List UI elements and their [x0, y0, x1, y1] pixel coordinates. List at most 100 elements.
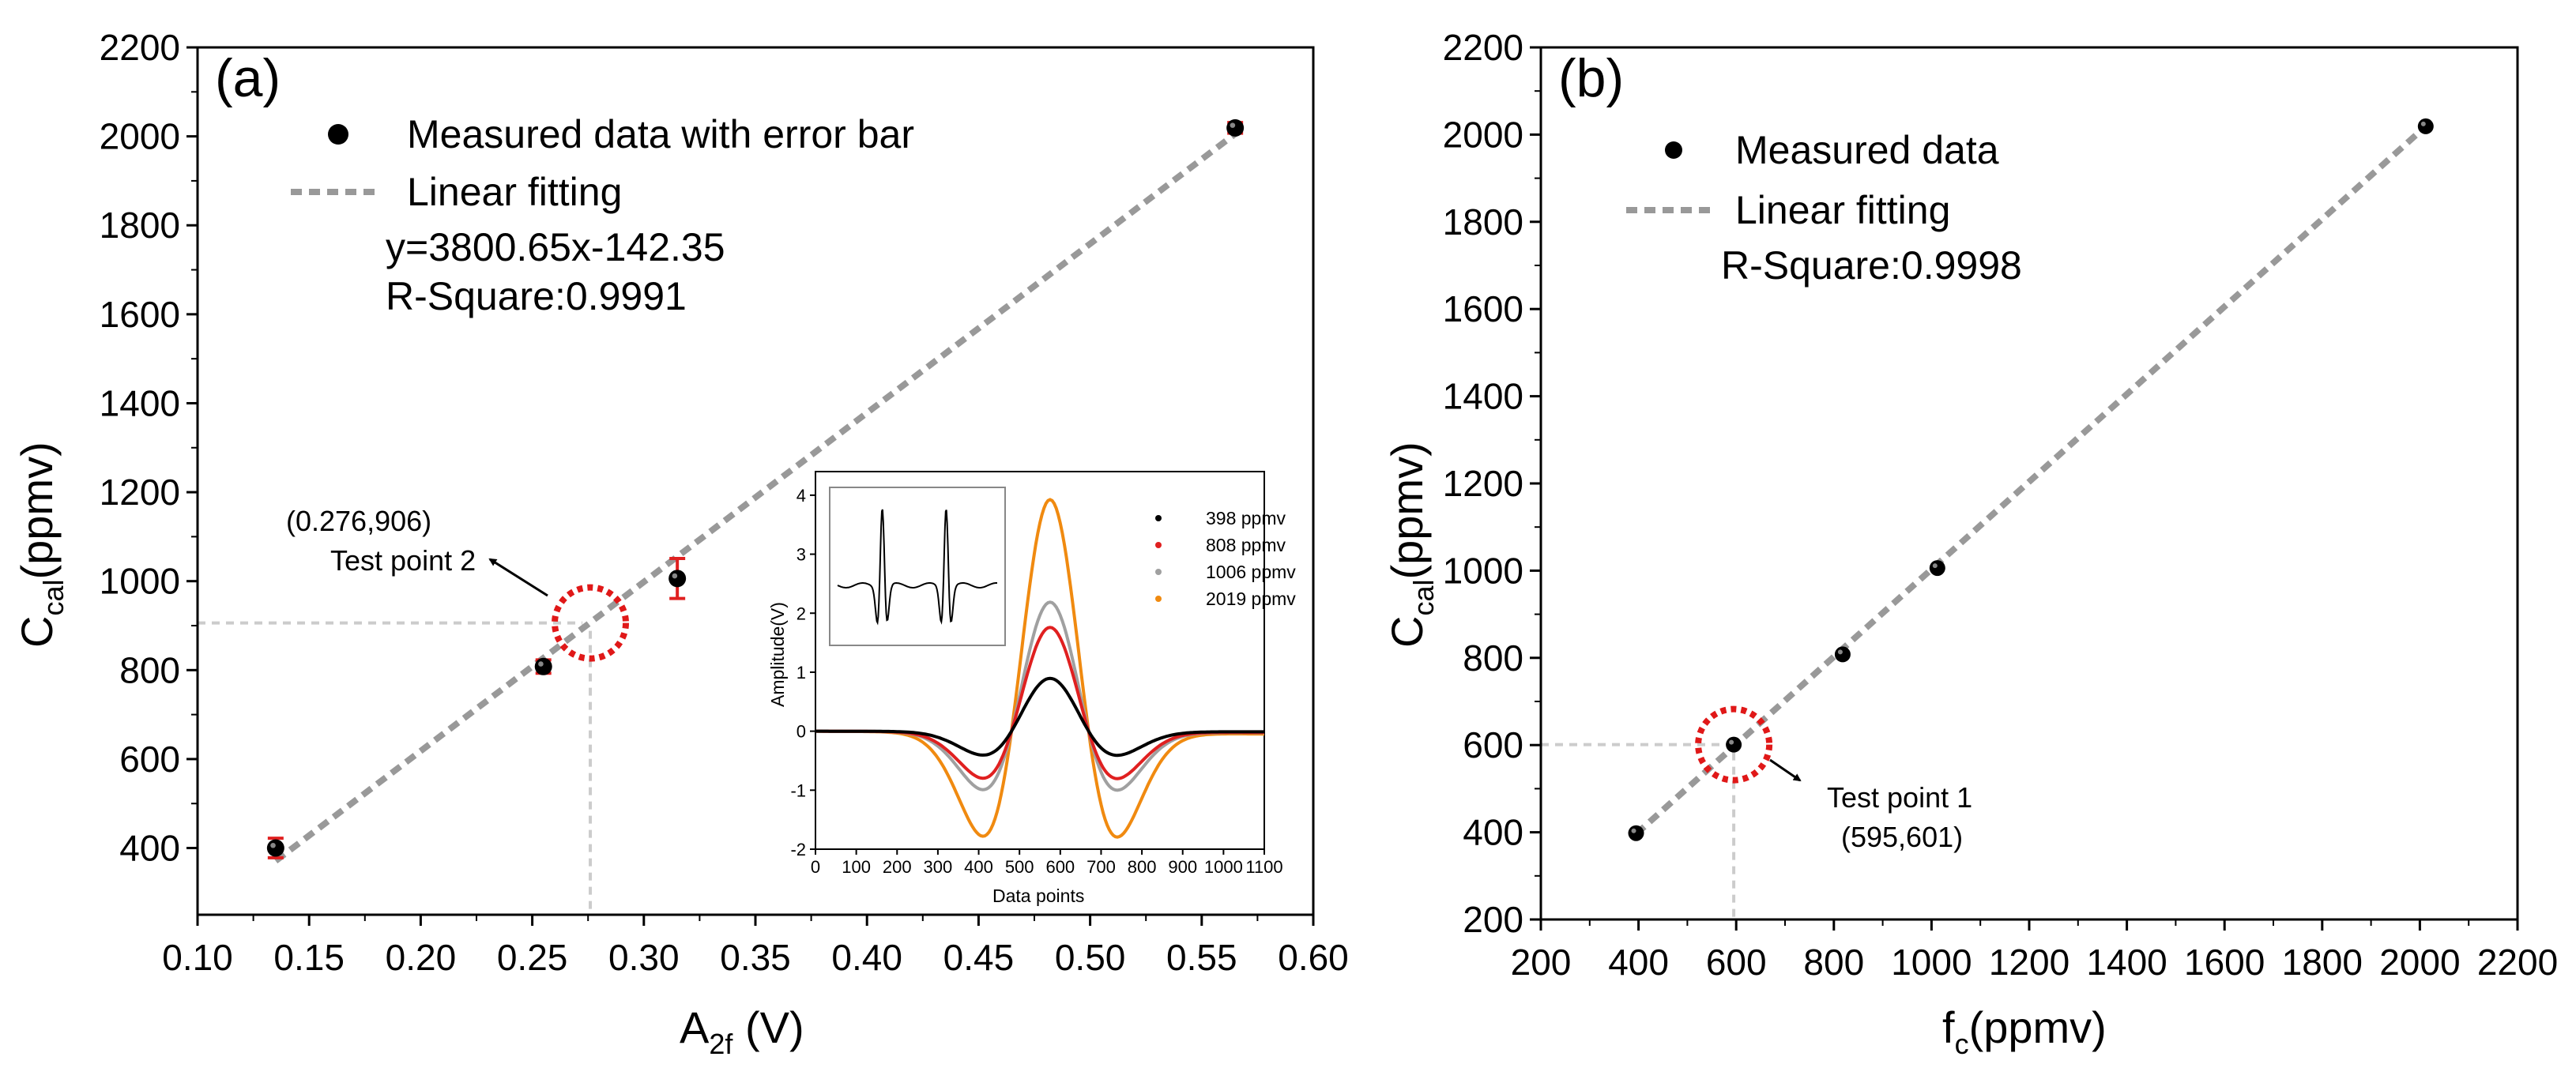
x-tick-label: 1600 — [2184, 942, 2265, 983]
inset-y-tick-label: 1 — [797, 663, 806, 683]
y-tick-label: 1800 — [1443, 201, 1523, 243]
data-point — [266, 839, 284, 857]
x-tick-label: 600 — [1706, 942, 1767, 983]
inset-x-tick-label: 300 — [924, 857, 953, 877]
data-point-highlight — [2420, 121, 2426, 126]
x-tick-label: 400 — [1608, 942, 1669, 983]
equation-a: y=3800.65x-142.35 — [386, 225, 725, 269]
y-tick-label: 1400 — [1443, 376, 1523, 417]
inset-y-tick-label: -1 — [790, 780, 806, 800]
data-point — [1628, 825, 1644, 841]
data-point — [1226, 118, 1245, 137]
inset-curve-398-ppmv — [815, 676, 1264, 758]
inset-y-tick-label: 2 — [797, 604, 806, 623]
data-point-highlight — [1230, 122, 1236, 128]
data-point — [2417, 118, 2434, 134]
data-point-highlight — [1932, 563, 1938, 569]
inset-legend-marker-2019 — [1155, 596, 1162, 602]
x-tick-label: 1200 — [1989, 942, 2069, 983]
inset-x-label: Data points — [992, 886, 1084, 906]
inset-legend-808: 808 ppmv — [1206, 535, 1286, 555]
fit-line — [273, 126, 1245, 864]
test-point-circle — [1695, 705, 1773, 784]
data-point-highlight — [538, 661, 544, 667]
x-tick-label: 2000 — [2379, 942, 2460, 983]
y-tick-label: 1600 — [1443, 288, 1523, 329]
inset-legend-2019: 2019 ppmv — [1206, 589, 1296, 609]
legend-a-marker — [328, 124, 348, 145]
data-point — [1929, 560, 1945, 577]
y-axis-label-b: Ccal(ppmv) — [1382, 442, 1440, 648]
x-tick-label: 1000 — [1891, 942, 1972, 983]
test-point-2-coord: (0.276,906) — [286, 505, 431, 537]
legend-b-measured: Measured data — [1735, 128, 1999, 172]
x-tick-label: 0.20 — [386, 937, 457, 978]
y-tick-label: 1400 — [100, 382, 180, 423]
inset-x-tick-label: 100 — [842, 857, 871, 877]
panel-b-frame — [1539, 46, 2519, 921]
data-point-highlight — [1729, 739, 1734, 745]
r-square-b: R-Square:0.9998 — [1721, 243, 2022, 288]
inset-legend-marker-398 — [1155, 515, 1162, 521]
x-tick-label: 0.25 — [497, 937, 568, 978]
r-square-a: R-Square:0.9991 — [386, 274, 687, 318]
inset-legend: 398 ppmv 808 ppmv 1006 ppmv 2019 ppmv — [1155, 508, 1296, 609]
inset-legend-marker-1006 — [1155, 569, 1162, 575]
y-tick-label: 800 — [119, 649, 180, 690]
y-tick-label: 200 — [1463, 899, 1523, 940]
x-tick-label: 0.40 — [831, 937, 902, 978]
inset-legend-1006: 1006 ppmv — [1206, 562, 1296, 582]
panel-a-marks: 0.10 0.15 0.20 0.25 0.30 0.35 0.40 0.45 0.50 0.55… — [100, 27, 1349, 978]
panel-b: 200 400 600 800 1000 1200 1400 1600 1800 2000 2200… — [1382, 27, 2558, 1060]
data-point-highlight — [672, 573, 678, 579]
y-tick-label: 600 — [1463, 724, 1523, 765]
y-tick-label: 1200 — [100, 472, 180, 513]
y-tick-label: 2200 — [100, 27, 180, 68]
x-tick-label: 0.45 — [943, 937, 1015, 978]
x-tick-label: 1400 — [2086, 942, 2167, 983]
x-axis-label-a: A2f (V) — [680, 1002, 804, 1060]
inset-y-label: Amplitude(V) — [767, 602, 788, 707]
inset-x-tick-label: 800 — [1128, 857, 1157, 877]
test-point-1-label: Test point 1 — [1827, 781, 1972, 814]
y-tick-label: 1000 — [100, 561, 180, 602]
y-tick-label: 1800 — [100, 205, 180, 246]
x-tick-label: 1800 — [2282, 942, 2363, 983]
inset-x-tick-label: 600 — [1045, 857, 1075, 877]
inset-x-tick-label: 0 — [811, 857, 820, 877]
inset-x-tick-label: 1000 — [1204, 857, 1243, 877]
x-tick-label: 0.35 — [720, 937, 791, 978]
x-tick-label: 0.50 — [1055, 937, 1126, 978]
panel-b-label: (b) — [1558, 48, 1624, 108]
data-point — [668, 570, 687, 588]
data-point-highlight — [1837, 649, 1843, 655]
y-tick-label: 400 — [119, 828, 180, 869]
inset-legend-398: 398 ppmv — [1206, 508, 1286, 528]
y-tick-label: 2200 — [1443, 27, 1523, 68]
data-point — [1834, 646, 1851, 663]
y-tick-label: 600 — [119, 739, 180, 780]
inset-x-tick-label: 700 — [1087, 857, 1116, 877]
y-tick-label: 1200 — [1443, 463, 1523, 504]
y-tick-label: 1000 — [1443, 550, 1523, 591]
panel-a-frame — [196, 46, 1315, 916]
data-point-highlight — [1631, 828, 1636, 833]
legend-b-fit: Linear fitting — [1735, 188, 1950, 232]
fit-line — [1633, 123, 2428, 837]
panel-a-label: (a) — [215, 48, 281, 108]
x-tick-label: 0.60 — [1278, 937, 1349, 978]
data-point — [534, 657, 552, 675]
inset-x-tick-label: 400 — [964, 857, 993, 877]
inset-y-tick-label: 0 — [797, 722, 806, 742]
inset-y-tick-label: 3 — [797, 545, 806, 565]
inset-legend-marker-808 — [1155, 542, 1162, 548]
nested-inset-frame — [829, 487, 1006, 646]
panel-a: 0.10 0.15 0.20 0.25 0.30 0.35 0.40 0.45 0.50 0.55… — [12, 27, 1349, 1060]
x-tick-label: 2200 — [2477, 942, 2558, 983]
inset-x-tick-label: 900 — [1168, 857, 1197, 877]
y-tick-label: 1600 — [100, 294, 180, 335]
data-point — [1726, 736, 1742, 753]
x-tick-label: 200 — [1511, 942, 1572, 983]
x-tick-label: 0.30 — [608, 937, 680, 978]
